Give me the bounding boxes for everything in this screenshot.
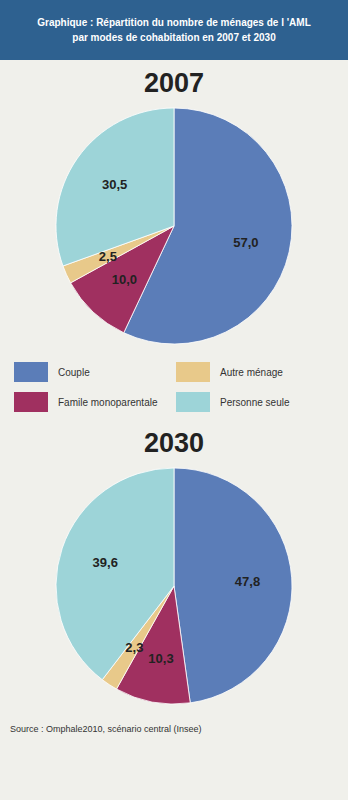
html-text:Couple: Couple xyxy=(58,366,90,378)
html-text:Personne seule: Personne seule xyxy=(220,396,290,408)
svg-text:39,6: 39,6 xyxy=(93,555,118,570)
svg-text:47,8: 47,8 xyxy=(235,574,260,589)
html-text:2007: 2007 xyxy=(144,68,204,98)
html-text:Graphique : Répartition du nom: Graphique : Répartition du nombre de mén… xyxy=(37,17,311,43)
svg-text:2,5: 2,5 xyxy=(99,249,117,264)
html-text:Source : Omphale2010, scénario: Source : Omphale2010, scénario central (… xyxy=(10,724,202,734)
html-text:2030: 2030 xyxy=(144,428,204,458)
html-text:Autre ménage: Autre ménage xyxy=(220,366,283,378)
html-text:Famile monoparentale: Famile monoparentale xyxy=(58,396,158,408)
svg-text:57,0: 57,0 xyxy=(233,235,258,250)
svg-text:30,5: 30,5 xyxy=(102,177,127,192)
svg-text:10,0: 10,0 xyxy=(112,272,137,287)
svg-text:2,3: 2,3 xyxy=(125,640,143,655)
svg-text:10,3: 10,3 xyxy=(148,651,173,666)
